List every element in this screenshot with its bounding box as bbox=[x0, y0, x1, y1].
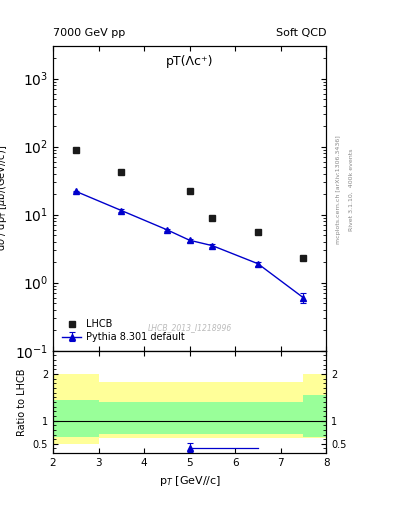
LHCB bbox=[187, 188, 192, 195]
Line: LHCB: LHCB bbox=[72, 146, 307, 262]
Text: mcplots.cern.ch [arXiv:1306.3436]: mcplots.cern.ch [arXiv:1306.3436] bbox=[336, 135, 341, 244]
Y-axis label: d$\sigma$ / dp$_\mathrm{T}$ [$\mu$b/(GeV//c)]: d$\sigma$ / dp$_\mathrm{T}$ [$\mu$b/(GeV… bbox=[0, 145, 9, 251]
Text: 7000 GeV pp: 7000 GeV pp bbox=[53, 29, 125, 38]
Text: LHCB_2013_I1218996: LHCB_2013_I1218996 bbox=[147, 324, 232, 332]
Text: Rivet 3.1.10,  400k events: Rivet 3.1.10, 400k events bbox=[349, 148, 354, 231]
LHCB bbox=[119, 168, 124, 175]
LHCB bbox=[255, 229, 260, 236]
Y-axis label: Ratio to LHCB: Ratio to LHCB bbox=[17, 368, 27, 436]
Text: Soft QCD: Soft QCD bbox=[276, 29, 326, 38]
X-axis label: p$_T$ [GeV//c]: p$_T$ [GeV//c] bbox=[158, 474, 221, 487]
Text: pT(Λc⁺): pT(Λc⁺) bbox=[166, 55, 213, 68]
LHCB bbox=[73, 146, 78, 153]
Legend: LHCB, Pythia 8.301 default: LHCB, Pythia 8.301 default bbox=[58, 315, 189, 346]
LHCB bbox=[301, 255, 306, 261]
LHCB bbox=[210, 215, 215, 221]
